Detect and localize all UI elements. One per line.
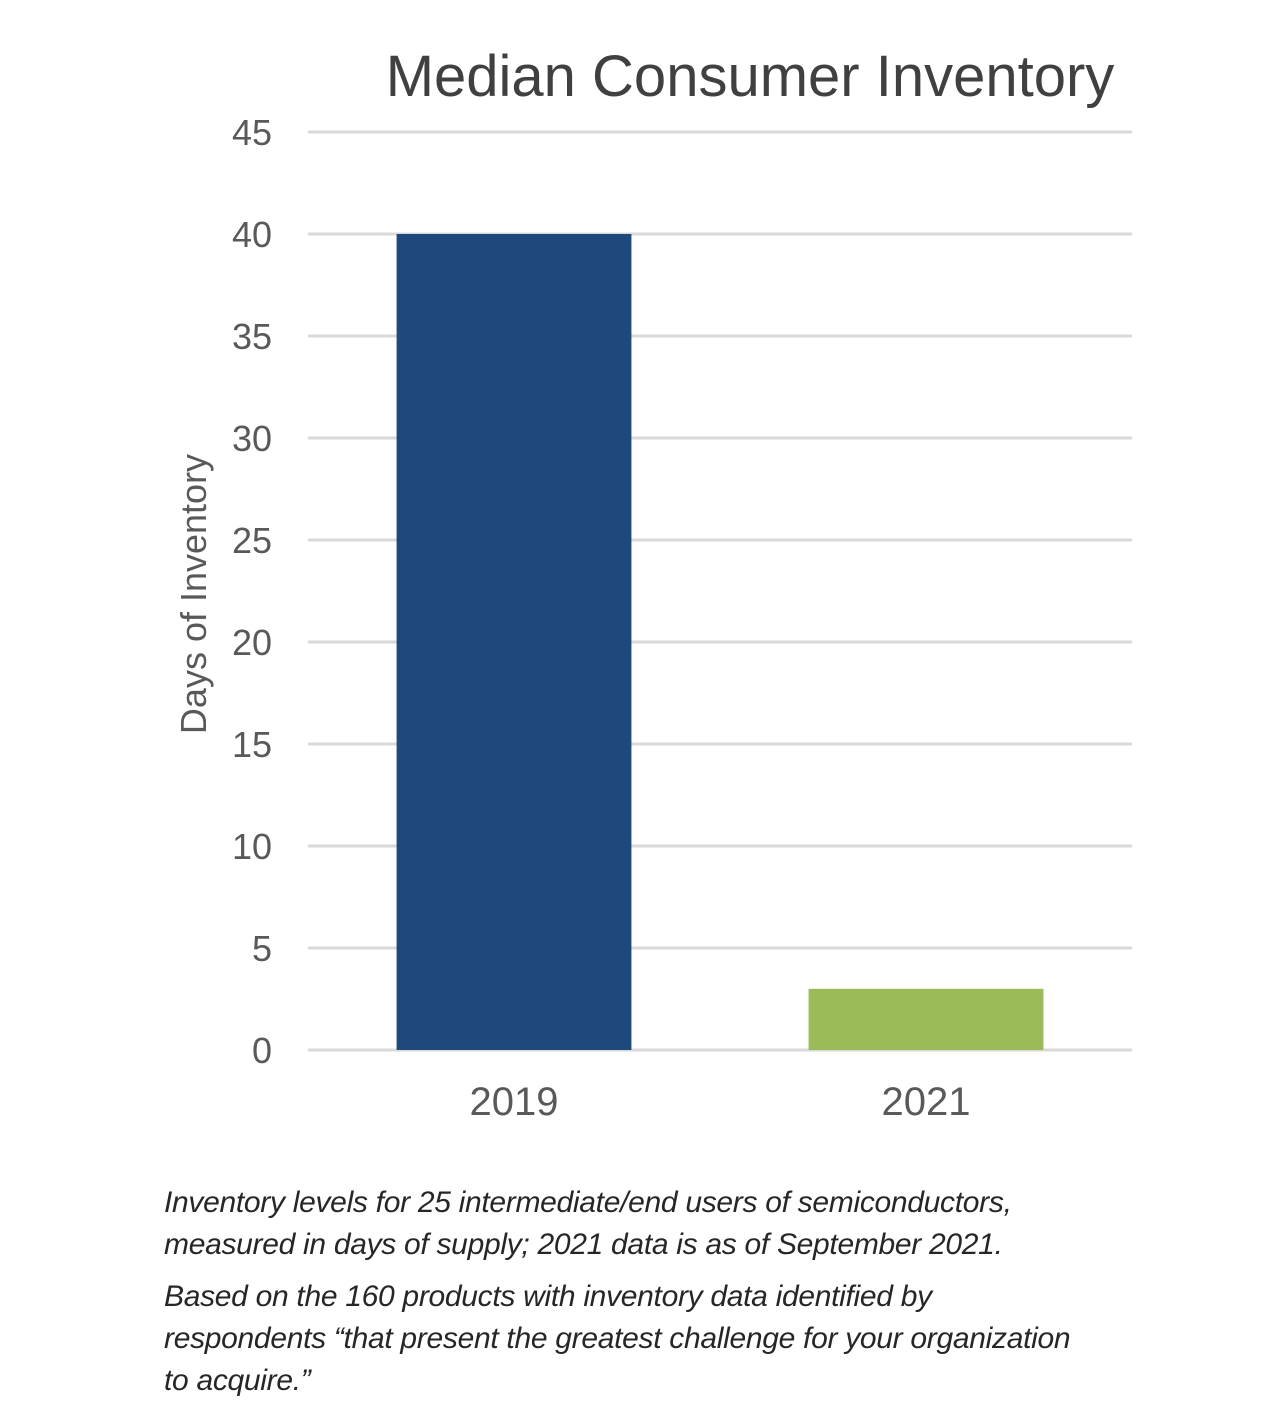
y-tick-label: 0	[252, 1030, 272, 1071]
x-tick-label: 2021	[882, 1080, 971, 1124]
footnote-paragraph-2: Based on the 160 products with inventory…	[164, 1276, 1264, 1402]
y-tick-label: 30	[232, 418, 272, 459]
footnote-line: measured in days of supply; 2021 data is…	[164, 1228, 1003, 1261]
x-tick-label: 2019	[470, 1080, 559, 1124]
y-tick-label: 35	[232, 316, 272, 357]
y-tick-label: 5	[252, 928, 272, 969]
y-tick-label: 40	[232, 214, 272, 255]
y-axis-label: Days of Inventory	[173, 454, 214, 734]
y-tick-label: 15	[232, 724, 272, 765]
footnote-line: Inventory levels for 25 intermediate/end…	[164, 1186, 1012, 1219]
bars	[396, 234, 1044, 1050]
bar-2021	[808, 988, 1044, 1050]
y-axis-ticks: 0 5 10 15 20 25 30 35 40 45	[232, 112, 272, 1071]
y-tick-label: 45	[232, 112, 272, 153]
footnote-paragraph-1: Inventory levels for 25 intermediate/end…	[164, 1182, 1264, 1266]
footnote-line: Based on the 160 products with inventory…	[164, 1280, 932, 1313]
x-axis-ticks: 2019 2021	[470, 1080, 971, 1124]
footnote-line: respondents “that present the greatest c…	[164, 1322, 1071, 1355]
bar-chart: Median Consumer Inventory 0 5 10 15 20 25 30 35…	[173, 44, 1132, 1124]
chart-title: Median Consumer Inventory	[386, 44, 1115, 109]
bar-2019	[396, 234, 632, 1050]
y-tick-label: 10	[232, 826, 272, 867]
footnote-line: to acquire.”	[164, 1364, 311, 1397]
y-tick-label: 25	[232, 520, 272, 561]
y-tick-label: 20	[232, 622, 272, 663]
